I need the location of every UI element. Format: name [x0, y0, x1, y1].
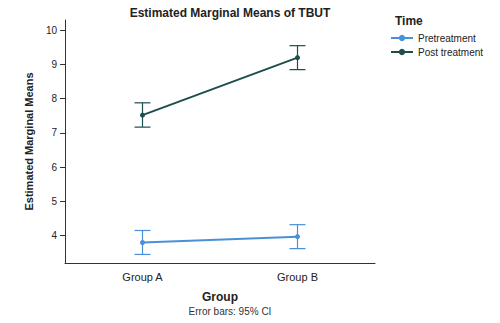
svg-text:Pretreatment: Pretreatment: [418, 33, 476, 44]
svg-text:4: 4: [51, 230, 57, 241]
svg-text:7: 7: [51, 127, 57, 138]
svg-text:Estimated Marginal Means: Estimated Marginal Means: [23, 72, 35, 210]
svg-text:Group B: Group B: [277, 271, 318, 283]
svg-text:5: 5: [51, 196, 57, 207]
svg-text:Estimated Marginal Means of TB: Estimated Marginal Means of TBUT: [130, 6, 331, 20]
svg-text:Post treatment: Post treatment: [418, 47, 483, 58]
svg-text:8: 8: [51, 93, 57, 104]
svg-text:Group A: Group A: [122, 271, 163, 283]
svg-text:9: 9: [51, 59, 57, 70]
svg-text:6: 6: [51, 162, 57, 173]
svg-text:10: 10: [46, 25, 58, 36]
svg-text:Time: Time: [395, 14, 423, 28]
svg-text:Error bars: 95% CI: Error bars: 95% CI: [189, 306, 272, 317]
svg-text:Group: Group: [202, 290, 238, 304]
